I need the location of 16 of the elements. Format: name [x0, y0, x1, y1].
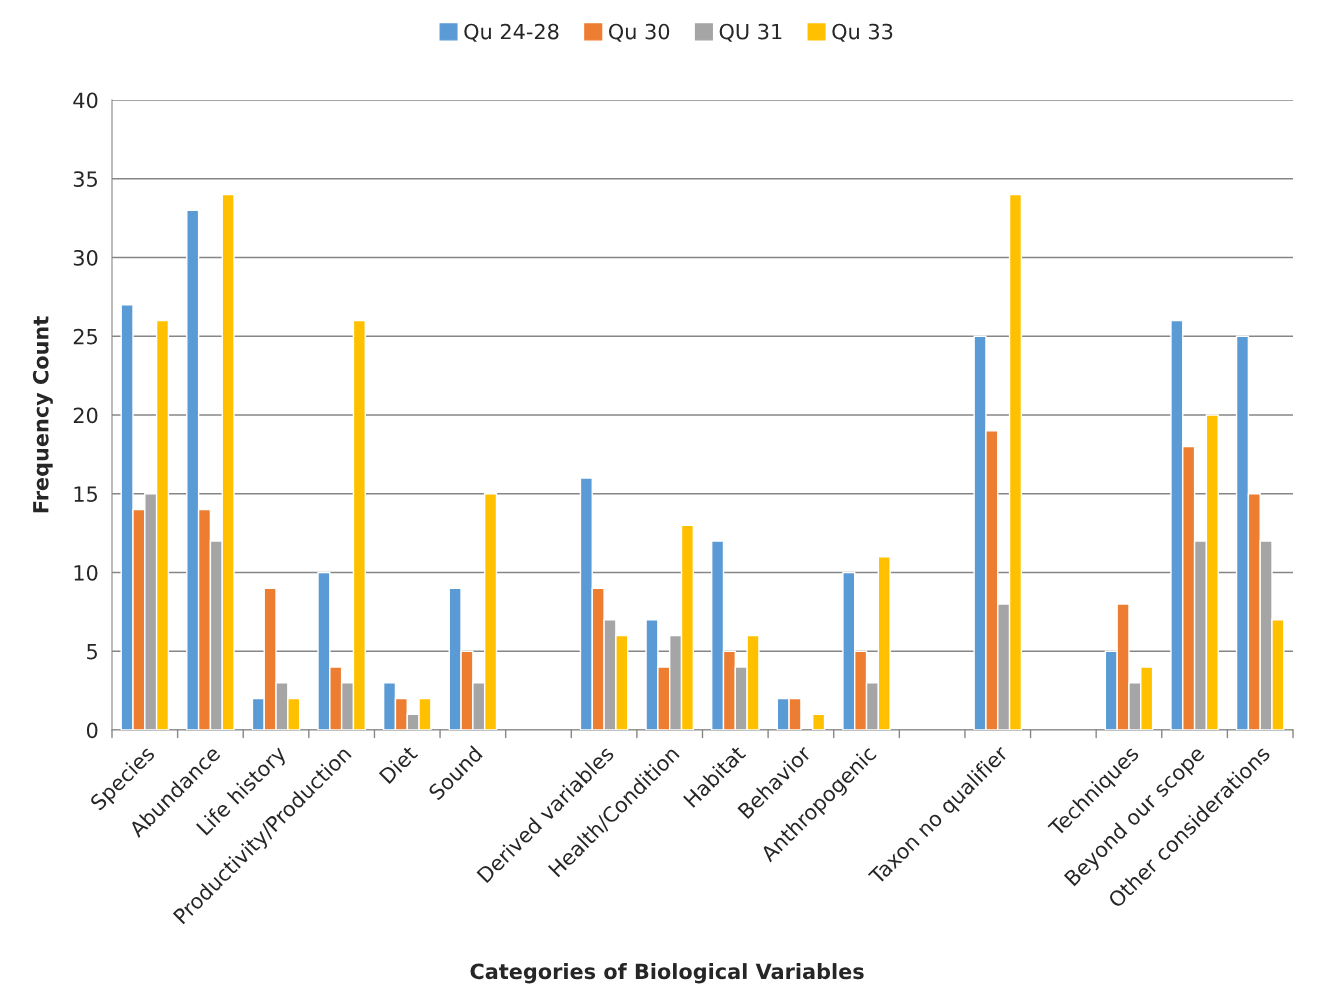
legend-label: QU 31 — [719, 23, 782, 42]
y-tick-label: 40 — [73, 92, 98, 109]
bar — [812, 713, 826, 730]
y-tick-label: 20 — [73, 407, 98, 424]
y-tick-label: 35 — [73, 171, 97, 187]
legend-label: Qu 24-28 — [464, 23, 559, 42]
y-tick-label: 5 — [87, 643, 97, 660]
y-tick-label: 10 — [74, 564, 98, 581]
y-tick-label: 30 — [73, 249, 98, 266]
y-tick-label: 15 — [74, 486, 97, 502]
y-tick-label: 0 — [86, 722, 98, 739]
x-axis-title: Categories of Biological Variables — [470, 963, 864, 984]
y-tick-label: 25 — [73, 328, 97, 345]
legend-label: Qu 33 — [832, 23, 893, 42]
legend-label: Qu 30 — [609, 23, 670, 42]
y-axis-title: Frequency Count — [32, 316, 53, 513]
